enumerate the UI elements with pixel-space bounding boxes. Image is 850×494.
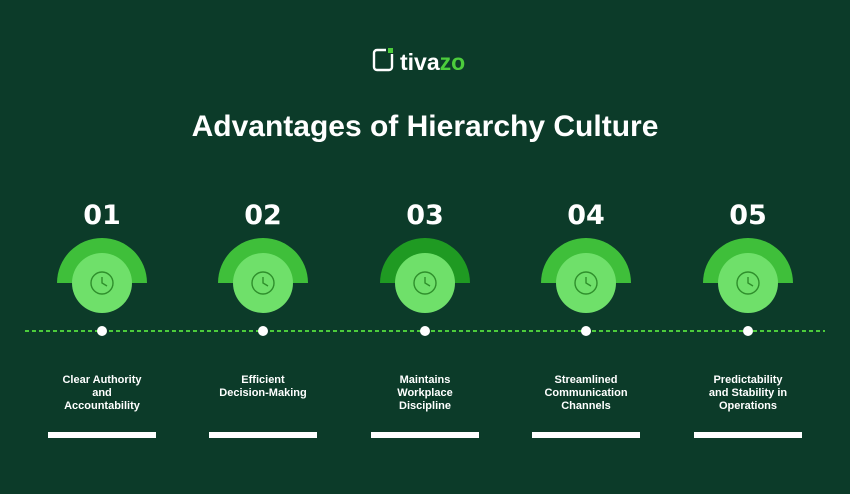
step-number: 04 — [567, 200, 605, 231]
underline-bar — [694, 432, 802, 438]
icon-shape — [736, 271, 760, 295]
step-label: Workplace — [397, 387, 452, 399]
step-number: 05 — [729, 200, 767, 231]
timeline-dot — [258, 326, 268, 336]
step-label: Accountability — [64, 400, 141, 412]
step-label: Streamlined — [555, 374, 618, 386]
underline-bar — [371, 432, 479, 438]
step-label: Clear Authority — [62, 374, 142, 386]
step-label: Efficient — [241, 374, 285, 386]
step-number: 01 — [83, 200, 121, 231]
icon-shape — [101, 277, 108, 287]
icon — [251, 271, 275, 295]
icon-shape — [574, 271, 598, 295]
icon-shape — [251, 271, 275, 295]
underline-bar — [48, 432, 156, 438]
logo-icon — [372, 48, 394, 72]
step-number: 03 — [406, 200, 444, 231]
title: Advantages of Hierarchy Culture — [192, 110, 659, 143]
underline-bar — [532, 432, 640, 438]
icon-shape — [262, 277, 269, 287]
icon — [574, 271, 598, 295]
step-label: and Stability in — [709, 387, 788, 399]
icon-shape — [585, 277, 592, 287]
underline-bar — [209, 432, 317, 438]
timeline-dot — [97, 326, 107, 336]
logo-part: zo — [440, 49, 466, 75]
icon — [736, 271, 760, 295]
icon-shape — [413, 271, 437, 295]
logo: tivazo — [372, 46, 465, 75]
icon — [413, 271, 437, 295]
step-label: Predictability — [713, 374, 783, 386]
icon-shape — [90, 271, 114, 295]
step-label: Operations — [719, 400, 777, 412]
logo-icon-dot — [388, 48, 393, 53]
logo-part: tiva — [400, 49, 440, 75]
timeline-dot — [743, 326, 753, 336]
timeline-dot — [581, 326, 591, 336]
step-label: Decision-Making — [219, 387, 306, 399]
icon — [90, 271, 114, 295]
step-label: and — [92, 387, 112, 399]
logo-text: tivazo — [400, 49, 465, 75]
step-label: Channels — [561, 400, 611, 412]
icon-shape — [747, 277, 754, 287]
step-label: Maintains — [400, 374, 451, 386]
icon-shape — [424, 277, 431, 287]
timeline-dot — [420, 326, 430, 336]
step-number: 02 — [244, 200, 282, 231]
step-label: Discipline — [399, 400, 451, 412]
step-label: Communication — [544, 387, 627, 399]
